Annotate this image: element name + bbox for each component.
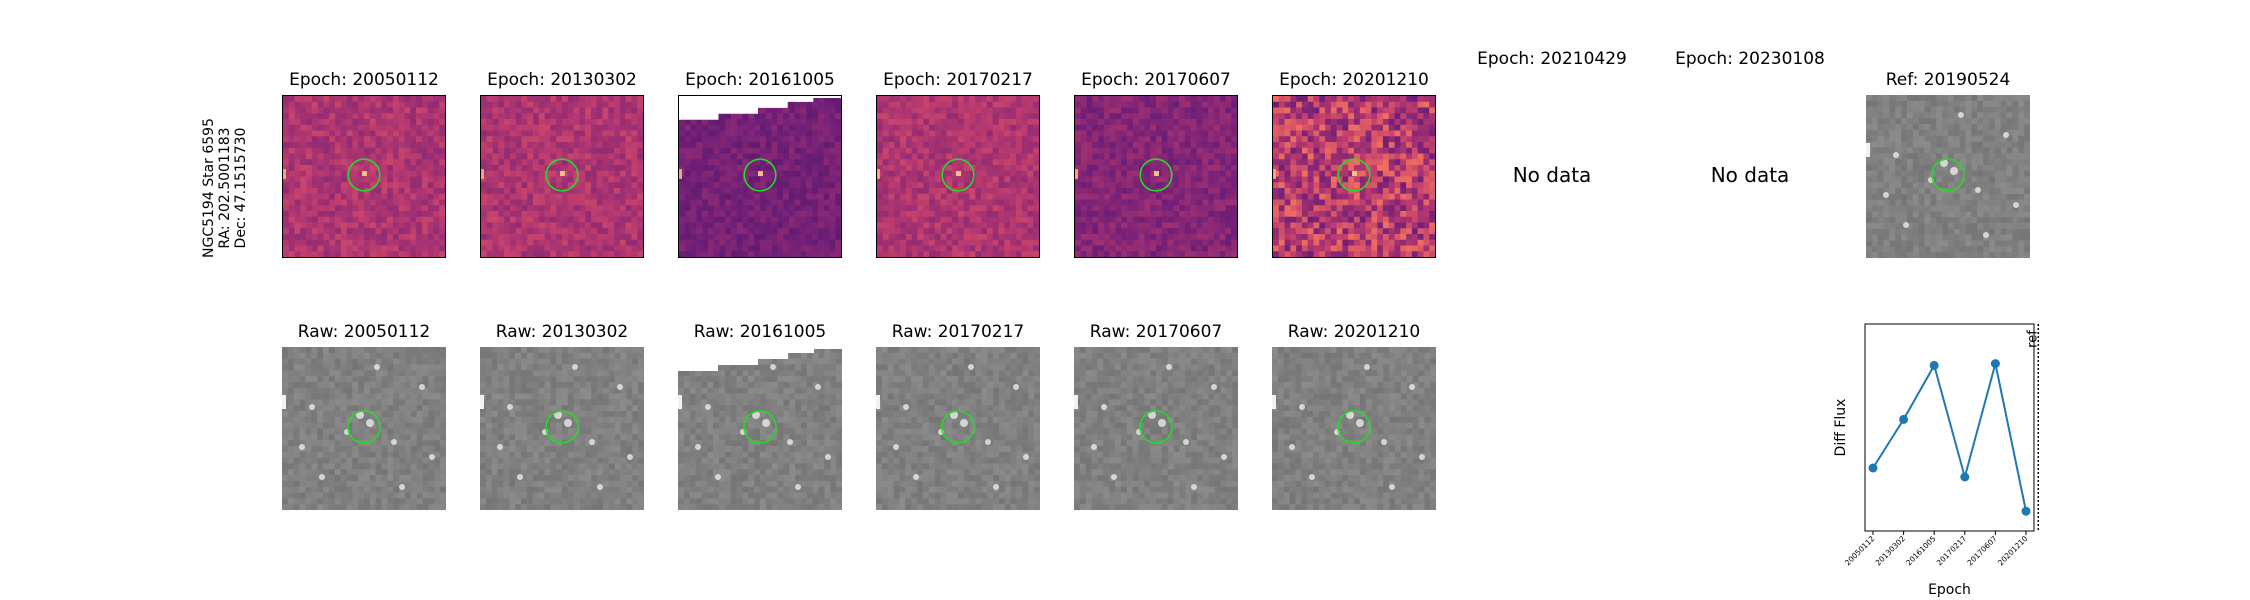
point-sources [283, 169, 367, 179]
diff-image-20201210 [1272, 95, 1436, 258]
y-axis-label: Diff Flux [1833, 399, 1849, 457]
diff-image-20161005 [678, 95, 842, 258]
raw-title-2: Raw: 20130302 [495, 322, 629, 342]
diff-title-1: Epoch: 20050112 [289, 70, 439, 90]
row-label-line-1: NGC5194 Star 6595 [201, 118, 217, 258]
diff-image-20130302 [480, 95, 644, 258]
diff-title-5: Epoch: 20170607 [1081, 70, 1231, 90]
raw-image-20050112 [282, 347, 446, 510]
point-sources [282, 364, 435, 490]
aperture-circle [941, 158, 975, 192]
pixel-grid [1273, 96, 1435, 257]
pixel-grid [877, 96, 1039, 257]
plot-frame [1864, 323, 2035, 532]
point-sources [481, 169, 565, 179]
point-sources [1273, 169, 1357, 179]
pixel-grid [876, 347, 1040, 510]
aperture-circle [1337, 158, 1371, 192]
diff-image-20170607 [1074, 95, 1238, 258]
no-data-20210429: No data [1512, 163, 1592, 187]
x-tick-label-20170607: 20170607 [1965, 534, 1999, 568]
pixel-grid [283, 96, 445, 257]
ref-vline-label: ref [2025, 330, 2040, 348]
pixel-grid [481, 96, 643, 257]
aperture-circle [1139, 158, 1173, 192]
row-label-line-2: RA: 202.5001183 [217, 127, 233, 249]
point-sources [678, 364, 831, 490]
raw-image-20161005 [678, 347, 842, 510]
pixel-grid [678, 347, 842, 510]
point-sources [480, 364, 633, 490]
data-point-20130302 [1899, 414, 1909, 424]
raw-image-20170607 [1074, 347, 1238, 510]
x-tick-label-20201210: 20201210 [1996, 534, 2030, 568]
diff-title-6: Epoch: 20201210 [1279, 70, 1429, 90]
data-point-20161005 [1929, 360, 1939, 370]
x-tick-label-20161005: 20161005 [1904, 534, 1938, 568]
ref-title: Ref: 20190524 [1885, 70, 2011, 90]
aperture-circle [1337, 410, 1371, 444]
aperture-circle [1139, 410, 1173, 444]
series-line [1872, 362, 2027, 512]
masked-region [678, 347, 842, 371]
diff-flux-light-curve: ref 2005011220130302201610052017021720170… [1833, 323, 2040, 598]
diff-image-20050112 [282, 95, 446, 258]
diff-image-20170217 [876, 95, 1040, 258]
row-label: NGC5194 Star 6595 RA: 202.5001183 Dec: 4… [201, 108, 249, 268]
pixel-grid [282, 347, 446, 510]
aperture-circle [347, 158, 381, 192]
ref-image-20190524 [1866, 95, 2030, 258]
pixel-grid [1272, 347, 1436, 510]
row-label-line-3: Dec: 47.1515730 [233, 127, 249, 249]
aperture-circle [743, 410, 777, 444]
x-tick-label-20170217: 20170217 [1935, 534, 1969, 568]
pixel-grid [480, 347, 644, 510]
point-sources [1075, 169, 1159, 179]
pixel-grid [1074, 347, 1238, 510]
aperture-circle [1931, 158, 1965, 192]
diff-title-2: Epoch: 20130302 [487, 70, 637, 90]
aperture-circle [941, 410, 975, 444]
raw-title-6: Raw: 20201210 [1287, 322, 1421, 342]
pixel-grid [1075, 96, 1237, 257]
pixel-grid [1866, 95, 2030, 258]
aperture-circle [347, 410, 381, 444]
x-tick-label-20130302: 20130302 [1874, 534, 1908, 568]
raw-image-20130302 [480, 347, 644, 510]
raw-title-4: Raw: 20170217 [891, 322, 1025, 342]
data-point-20050112 [1868, 463, 1878, 473]
diff-title-3: Epoch: 20161005 [685, 70, 835, 90]
diff-title-8: Epoch: 20230108 [1675, 49, 1825, 69]
diff-title-4: Epoch: 20170217 [883, 70, 1033, 90]
diff-title-7: Epoch: 20210429 [1477, 49, 1627, 69]
x-axis-label: Epoch [1928, 582, 1971, 598]
data-point-20170217 [1960, 472, 1970, 482]
point-sources [876, 364, 1029, 490]
raw-title-3: Raw: 20161005 [693, 322, 827, 342]
aperture-circle [545, 158, 579, 192]
point-sources [679, 169, 763, 179]
point-sources [1074, 364, 1227, 490]
no-data-20230108: No data [1710, 163, 1790, 187]
data-point-20170607 [1990, 359, 2000, 369]
data-point-20201210 [2021, 506, 2031, 516]
point-sources [877, 169, 961, 179]
aperture-circle [545, 410, 579, 444]
pixel-grid [679, 96, 841, 257]
aperture-circle [743, 158, 777, 192]
raw-image-20170217 [876, 347, 1040, 510]
x-tick-label-20050112: 20050112 [1843, 534, 1877, 568]
raw-title-5: Raw: 20170607 [1089, 322, 1223, 342]
raw-image-20201210 [1272, 347, 1436, 510]
raw-title-1: Raw: 20050112 [297, 322, 431, 342]
